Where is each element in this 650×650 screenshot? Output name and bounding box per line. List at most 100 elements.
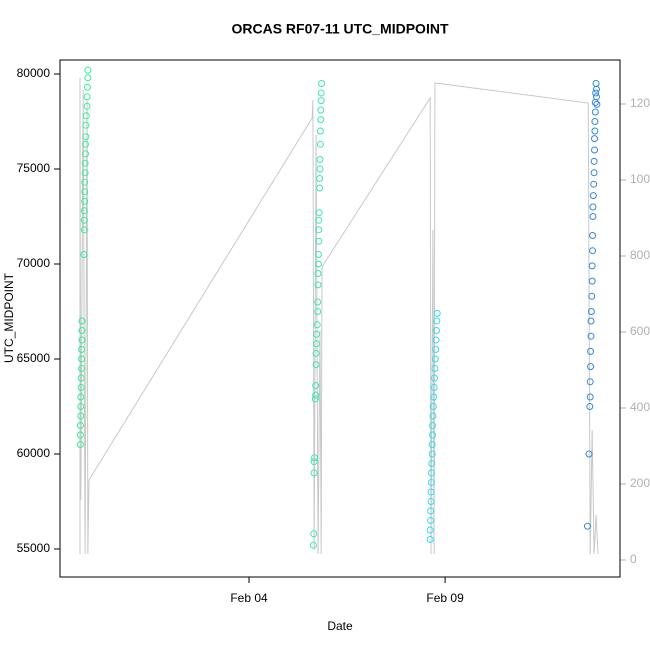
point — [592, 85, 600, 93]
point — [81, 169, 89, 177]
point — [316, 156, 324, 164]
point — [429, 402, 437, 410]
point — [432, 345, 440, 353]
point — [426, 535, 434, 543]
point — [76, 440, 84, 448]
point — [429, 421, 437, 429]
point — [588, 292, 596, 300]
point — [78, 345, 86, 353]
point — [589, 203, 597, 211]
point — [426, 526, 434, 534]
point — [586, 393, 594, 401]
point — [588, 262, 596, 270]
point — [312, 330, 320, 338]
point — [310, 458, 318, 466]
point — [589, 231, 597, 239]
point — [78, 364, 86, 372]
point — [429, 431, 437, 439]
y2-tick-label: 0 — [630, 552, 637, 566]
y-tick-label: 75000 — [17, 161, 51, 175]
y2-tick-label: 6000 — [630, 324, 650, 338]
point — [587, 332, 595, 340]
x-axis-label: Date — [327, 619, 353, 633]
point — [430, 383, 438, 391]
point — [314, 250, 322, 258]
point — [83, 93, 91, 101]
point — [76, 431, 84, 439]
point — [80, 216, 88, 224]
point — [427, 516, 435, 524]
point — [316, 184, 324, 192]
point — [312, 361, 320, 369]
point — [310, 469, 318, 477]
point — [309, 541, 317, 549]
point — [77, 374, 85, 382]
point — [432, 336, 440, 344]
point — [429, 412, 437, 420]
point — [81, 197, 89, 205]
point — [588, 277, 596, 285]
point — [590, 180, 598, 188]
point — [427, 507, 435, 515]
point — [431, 355, 439, 363]
point — [589, 247, 597, 255]
point — [313, 321, 321, 329]
point — [312, 340, 320, 348]
point — [591, 146, 599, 154]
point — [316, 175, 324, 183]
point — [77, 412, 85, 420]
point — [428, 450, 436, 458]
point — [82, 133, 90, 141]
point — [80, 226, 88, 234]
point — [78, 317, 86, 325]
point — [585, 450, 593, 458]
point — [77, 402, 85, 410]
point — [83, 83, 91, 91]
point — [315, 209, 323, 217]
y2-tick-label: 4000 — [630, 400, 650, 414]
point — [433, 317, 441, 325]
point — [583, 522, 591, 530]
point — [432, 326, 440, 334]
point — [77, 383, 85, 391]
point — [82, 112, 90, 120]
point — [78, 336, 86, 344]
point — [78, 326, 86, 334]
point — [312, 391, 320, 399]
point — [311, 454, 319, 462]
point — [316, 165, 324, 173]
point — [427, 497, 435, 505]
point — [314, 307, 322, 315]
point — [589, 213, 597, 221]
line — [79, 78, 599, 555]
point — [587, 317, 595, 325]
x-tick-label: Feb 09 — [426, 591, 464, 605]
point — [317, 116, 325, 124]
point — [315, 226, 323, 234]
point — [84, 74, 92, 82]
point — [428, 459, 436, 467]
y2-tick-label: 12000 — [630, 96, 650, 110]
point — [84, 66, 92, 74]
point — [310, 530, 318, 538]
point — [311, 395, 319, 403]
y2-tick-label: 8000 — [630, 248, 650, 262]
chart-title: ORCAS RF07-11 UTC_MIDPOINT — [231, 21, 448, 37]
point — [315, 237, 323, 245]
point — [314, 298, 322, 306]
y2-tick-label: 10000 — [630, 172, 650, 186]
point — [312, 349, 320, 357]
plot-frame — [59, 59, 621, 578]
point — [77, 393, 85, 401]
point — [591, 127, 599, 135]
point — [316, 127, 324, 135]
point — [81, 159, 89, 167]
point — [80, 207, 88, 215]
y-tick-label: 70000 — [17, 256, 51, 270]
x-tick-label: Feb 04 — [230, 591, 268, 605]
point — [427, 478, 435, 486]
point — [590, 157, 598, 165]
point — [587, 307, 595, 315]
point — [312, 382, 320, 390]
